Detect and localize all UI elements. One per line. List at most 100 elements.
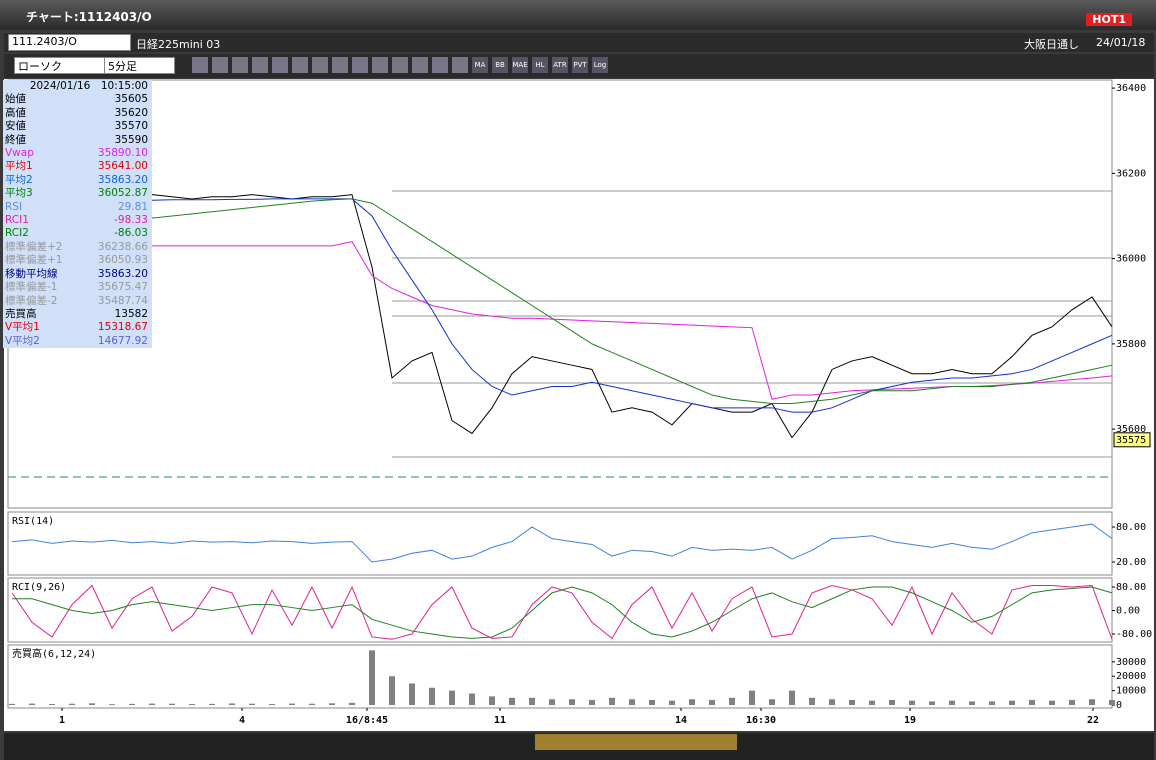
volume-bar: [469, 693, 475, 706]
x-tick-label: 14: [675, 715, 687, 726]
volume-bar: [9, 703, 15, 706]
panel-title: RCI(9,26): [12, 582, 66, 593]
info-value: 15318.67: [97, 321, 148, 334]
volume-bar: [869, 700, 875, 706]
x-tick-label: 22: [1087, 715, 1099, 726]
volume-bar: [669, 700, 675, 706]
tool-icon[interactable]: [192, 57, 208, 73]
info-value: 35487.74: [97, 294, 148, 307]
info-header: 2024/01/16 10:15:00: [29, 80, 148, 92]
x-tick-label: 19: [904, 715, 916, 726]
info-row: RSI 29.81: [3, 201, 152, 214]
volume-bar: [689, 699, 695, 706]
info-value: 36238.66: [97, 240, 148, 253]
volume-bar: [729, 697, 735, 706]
volume-bar: [109, 704, 115, 706]
volume-bar: [629, 699, 635, 706]
series-line: [11, 194, 1113, 439]
volume-bar: [589, 699, 595, 706]
volume-bar: [969, 701, 975, 706]
volume-bar: [69, 703, 75, 706]
last-price: 35575: [1116, 435, 1146, 446]
info-label: 標準偏差+2: [5, 240, 63, 253]
tool-icon[interactable]: [252, 57, 268, 73]
info-value: -86.03: [114, 227, 148, 240]
info-row: 平均3 36052.87: [3, 187, 152, 200]
tool-button[interactable]: MA: [472, 57, 488, 73]
info-row: 始値 35605: [3, 93, 152, 106]
tool-icon[interactable]: [452, 57, 468, 73]
volume-bar: [609, 697, 615, 706]
info-label: RCI1: [5, 214, 29, 227]
info-row: 移動平均線 35863.20: [3, 268, 152, 281]
y-tick-label: 36000: [1116, 254, 1146, 265]
panel: [7, 644, 1113, 709]
tool-icon[interactable]: [372, 57, 388, 73]
volume-bar: [209, 703, 215, 706]
tool-button[interactable]: HL: [532, 57, 548, 73]
volume-bar: [989, 701, 995, 706]
info-value: 35570: [114, 120, 148, 133]
info-row: RCI1 -98.33: [3, 214, 152, 227]
volume-bar: [1089, 699, 1095, 706]
volume-bar: [1049, 700, 1055, 706]
volume-bar: [429, 687, 435, 706]
tool-button[interactable]: Log: [592, 57, 608, 73]
tool-icon[interactable]: [232, 57, 248, 73]
y-tick-label: 20.00: [1116, 557, 1146, 568]
date: 24/01/18: [1096, 36, 1146, 49]
info-row: 安値 35570: [3, 120, 152, 133]
volume-bar: [929, 701, 935, 706]
volume-bar: [89, 703, 95, 706]
volume-bar: [529, 697, 535, 706]
tool-icon[interactable]: [392, 57, 408, 73]
volume-bar: [309, 703, 315, 706]
tool-button[interactable]: PVT: [572, 57, 588, 73]
info-label: Vwap: [5, 147, 34, 160]
info-label: 標準偏差+1: [5, 254, 63, 267]
info-row: V平均1 15318.67: [3, 321, 152, 334]
tool-icon[interactable]: [272, 57, 288, 73]
toolbar: ローソク 5分足 MA BB MAE HL ATR PVT Log: [4, 54, 1154, 78]
tool-icon[interactable]: [432, 57, 448, 73]
symbol-row: 111.2403/O 日経225mini 03 大阪日通し 24/01/18: [4, 33, 1154, 52]
volume-bar: [289, 703, 295, 706]
info-value: 35675.47: [97, 281, 148, 294]
tool-button[interactable]: MAE: [512, 57, 528, 73]
info-value: 35641.00: [97, 160, 148, 173]
tool-icon[interactable]: [292, 57, 308, 73]
y-tick-label: 36200: [1116, 168, 1146, 179]
info-label: 標準偏差-1: [5, 281, 58, 294]
volume-bar: [369, 650, 375, 706]
volume-bar: [909, 700, 915, 706]
info-value: 13582: [114, 307, 148, 320]
y-tick-label: 35600: [1116, 424, 1146, 435]
info-value: 36052.87: [97, 187, 148, 200]
tool-button[interactable]: ATR: [552, 57, 568, 73]
info-row: 終値 35590: [3, 134, 152, 147]
button-group: MA BB MAE HL ATR PVT Log: [190, 57, 610, 73]
hot-button[interactable]: HOT1: [1086, 13, 1132, 26]
info-row: 標準偏差+1 36050.93: [3, 254, 152, 267]
info-label: 標準偏差-2: [5, 294, 58, 307]
tool-button[interactable]: BB: [492, 57, 508, 73]
volume-bar: [709, 699, 715, 706]
y-tick-label: 36400: [1116, 83, 1146, 94]
tool-icon[interactable]: [212, 57, 228, 73]
tool-icon[interactable]: [332, 57, 348, 73]
volume-bar: [249, 703, 255, 706]
tool-icon[interactable]: [412, 57, 428, 73]
info-value: 35590: [114, 133, 148, 146]
series-line: [11, 523, 1113, 563]
info-value: 35620: [114, 106, 148, 119]
tool-icon[interactable]: [312, 57, 328, 73]
info-row: 平均2 35863.20: [3, 174, 152, 187]
info-value: 35890.10: [97, 147, 148, 160]
tool-icon[interactable]: [352, 57, 368, 73]
symbol-combo[interactable]: 111.2403/O: [8, 34, 131, 51]
interval-combo[interactable]: 5分足: [104, 57, 175, 74]
volume-bar: [49, 704, 55, 706]
y-tick-label: -80.00: [1116, 629, 1152, 640]
volume-bar: [329, 703, 335, 706]
volume-bar: [1029, 699, 1035, 706]
